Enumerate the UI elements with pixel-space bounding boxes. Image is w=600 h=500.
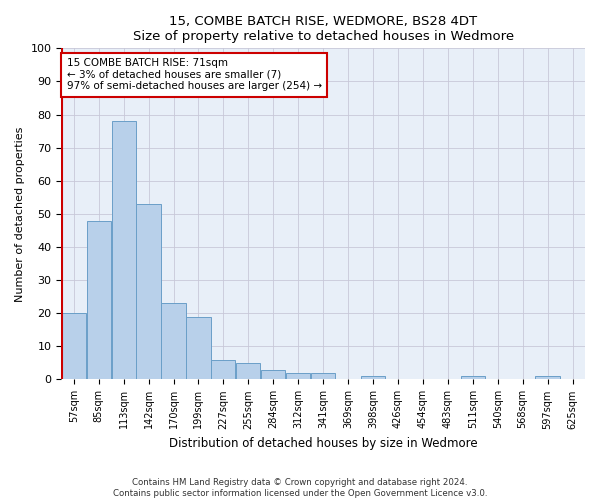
Bar	[86, 220, 111, 380]
Title: 15, COMBE BATCH RISE, WEDMORE, BS28 4DT
Size of property relative to detached ho: 15, COMBE BATCH RISE, WEDMORE, BS28 4DT …	[133, 15, 514, 43]
Bar	[236, 363, 260, 380]
Text: 15 COMBE BATCH RISE: 71sqm
← 3% of detached houses are smaller (7)
97% of semi-d: 15 COMBE BATCH RISE: 71sqm ← 3% of detac…	[67, 58, 322, 92]
Text: Contains HM Land Registry data © Crown copyright and database right 2024.
Contai: Contains HM Land Registry data © Crown c…	[113, 478, 487, 498]
Bar	[112, 121, 136, 380]
Bar	[62, 313, 86, 380]
Bar	[261, 370, 286, 380]
Bar	[535, 376, 560, 380]
Bar	[161, 304, 185, 380]
Bar	[136, 204, 161, 380]
Bar	[361, 376, 385, 380]
Bar	[461, 376, 485, 380]
X-axis label: Distribution of detached houses by size in Wedmore: Distribution of detached houses by size …	[169, 437, 478, 450]
Y-axis label: Number of detached properties: Number of detached properties	[15, 126, 25, 302]
Bar	[187, 316, 211, 380]
Bar	[211, 360, 235, 380]
Bar	[311, 373, 335, 380]
Bar	[286, 373, 310, 380]
